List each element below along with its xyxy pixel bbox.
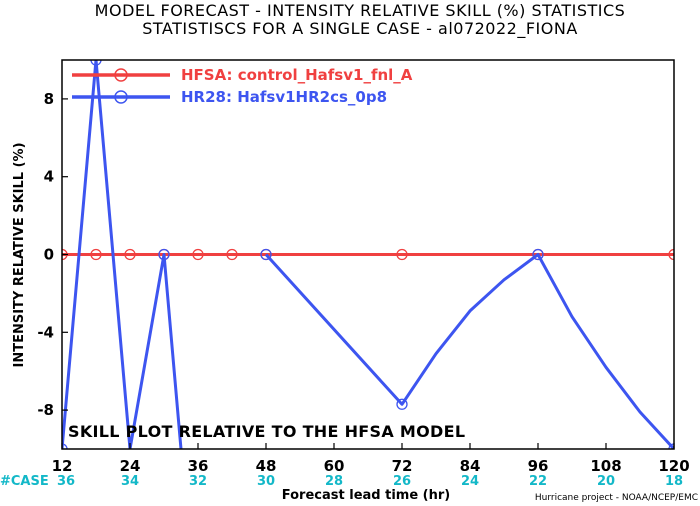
series-point-1 <box>532 248 544 261</box>
x-tick-label: 108 <box>590 457 621 475</box>
x-tick-label: 96 <box>528 457 549 475</box>
case-count: 36 <box>57 474 75 489</box>
case-count: 32 <box>189 474 207 489</box>
legend-marker <box>114 68 128 82</box>
credit-text: Hurricane project - NOAA/NCEP/EMC <box>535 493 698 503</box>
chart-subtitle: STATISTISCS FOR A SINGLE CASE - al072022… <box>142 19 578 39</box>
series-point-1 <box>260 248 272 261</box>
y-tick-label: 8 <box>44 90 54 108</box>
series-point-0 <box>192 248 204 261</box>
x-tick-label: 24 <box>120 457 141 475</box>
x-tick-label: 72 <box>392 457 413 475</box>
case-count: 24 <box>461 474 479 489</box>
x-tick-label: 48 <box>256 457 277 475</box>
y-tick-label: -8 <box>37 401 54 419</box>
series-point-0 <box>90 248 102 261</box>
y-tick-label: -4 <box>37 323 54 341</box>
case-label: #CASE <box>0 474 49 489</box>
case-counts: 36 34 32 30 28 26 24 22 20 18 <box>57 474 683 489</box>
y-tick-label: 0 <box>44 246 54 264</box>
series-point-1 <box>396 398 408 410</box>
series-point-0 <box>396 248 408 261</box>
legend: HFSA: control_Hafsv1_fnl_A HR28: Hafsv1HR… <box>72 66 413 106</box>
series-point-0 <box>124 248 136 261</box>
x-tick-label: 12 <box>52 457 73 475</box>
case-count: 28 <box>325 474 343 489</box>
case-count: 18 <box>665 474 683 489</box>
case-count: 20 <box>597 474 615 489</box>
case-count: 34 <box>121 474 139 489</box>
series-line-1 <box>62 60 674 449</box>
legend-entry: HR28: Hafsv1HR2cs_0p8 <box>181 88 387 106</box>
legend-entry: HFSA: control_Hafsv1_fnl_A <box>181 66 413 84</box>
series-point-0 <box>668 248 674 261</box>
x-tick-label: 60 <box>324 457 345 475</box>
y-tick-label: 4 <box>44 168 54 186</box>
x-tick-label: 36 <box>188 457 209 475</box>
series-group <box>62 60 674 449</box>
series-point-1 <box>158 248 170 261</box>
chart-title: MODEL FORECAST - INTENSITY RELATIVE SKIL… <box>95 1 626 20</box>
y-axis-label: INTENSITY RELATIVE SKILL (%) <box>12 142 27 367</box>
case-count: 26 <box>393 474 411 489</box>
series-layer <box>62 60 674 449</box>
legend-marker <box>114 90 128 104</box>
x-tick-label: 84 <box>460 457 481 475</box>
case-count: 30 <box>257 474 275 489</box>
x-tick-label: 120 <box>658 457 689 475</box>
x-axis-label: Forecast lead time (hr) <box>282 488 450 503</box>
skill-annotation: SKILL PLOT RELATIVE TO THE HFSA MODEL <box>68 422 465 441</box>
series-point-1 <box>90 60 102 66</box>
case-count: 22 <box>529 474 547 489</box>
series-point-0 <box>226 248 238 261</box>
